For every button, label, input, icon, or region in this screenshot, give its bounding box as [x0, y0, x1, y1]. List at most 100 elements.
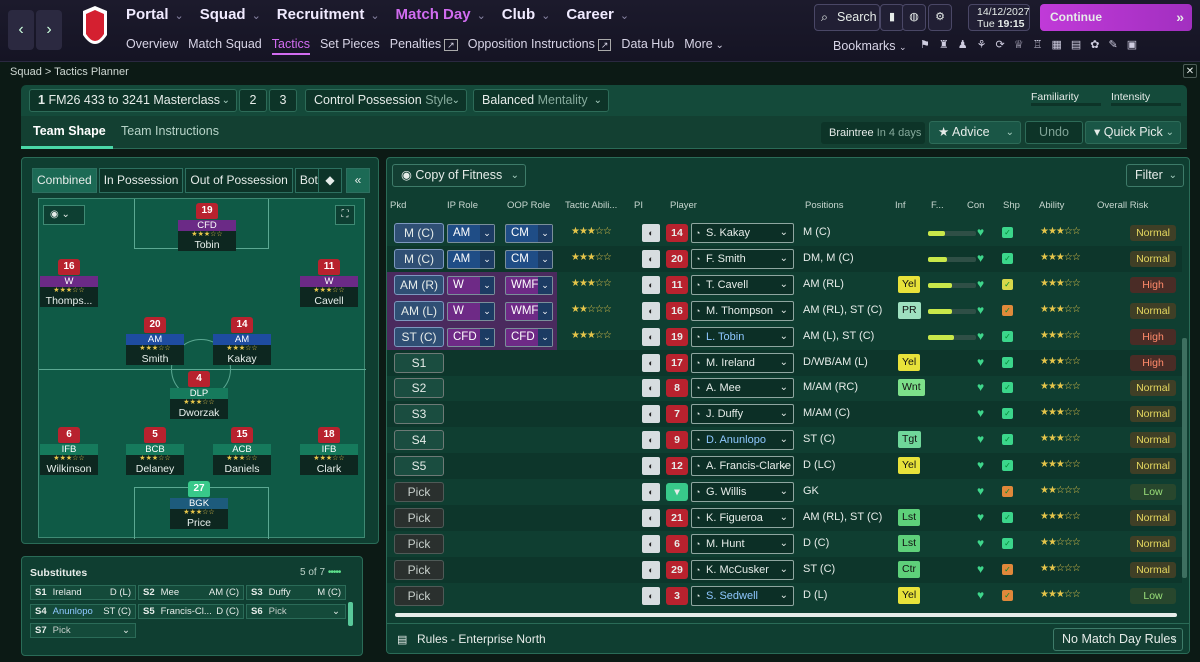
bookmark-12-icon[interactable]: ▣: [1126, 39, 1138, 51]
search-button[interactable]: ⌕ Search: [814, 4, 880, 31]
bookmark-3-icon[interactable]: ♟: [957, 39, 968, 51]
bookmark-11-icon[interactable]: ✎: [1108, 39, 1118, 51]
gear-icon[interactable]: ⚙: [928, 4, 952, 31]
pitch-player[interactable]: 15 ACB ★★★☆☆ Daniels: [213, 427, 271, 475]
undo-button[interactable]: Undo: [1025, 121, 1083, 144]
column-header[interactable]: Inf: [895, 200, 906, 211]
player-picture-icon[interactable]: ◐: [642, 586, 660, 605]
player-picture-icon[interactable]: ◐: [642, 249, 660, 268]
eye-toggle[interactable]: ◉ ⌄: [43, 205, 85, 225]
main-nav-squad[interactable]: Squad ⌄: [200, 6, 261, 23]
picked-slot-button[interactable]: Pick: [394, 533, 444, 554]
diamond-icon[interactable]: ◆: [318, 168, 342, 193]
picked-slot-button[interactable]: Pick: [394, 507, 444, 528]
substitute-slot[interactable]: S3 Duffy M (C): [246, 585, 346, 600]
table-row[interactable]: M (C) AM ⌄ CM ⌄ ★★★☆☆ ◐ 14 ◔ S. Kakay ⌄ M (C) ♥ ✓ ★★★☆…: [387, 220, 1182, 246]
picked-slot-button[interactable]: M (C): [394, 248, 444, 269]
view-select[interactable]: ◉ Copy of Fitness ⌄: [392, 164, 526, 187]
table-row[interactable]: S3 ◐ 7 ◔ J. Duffy ⌄ M/AM (C) ♥ ✓ ★★★☆☆ Normal: [387, 401, 1182, 428]
player-picture-icon[interactable]: ◐: [642, 301, 660, 320]
player-name[interactable]: S. Sedwell: [706, 589, 758, 602]
player-picture-icon[interactable]: ◐: [642, 405, 660, 424]
style-select[interactable]: Control Possession Style ⌄: [305, 89, 467, 112]
tactic-slot-3[interactable]: 3: [269, 89, 297, 112]
column-header[interactable]: F...: [931, 200, 944, 211]
scrollbar[interactable]: [348, 602, 353, 626]
bookmark-9-icon[interactable]: ▤: [1070, 39, 1082, 51]
main-nav-portal[interactable]: Portal ⌄: [126, 6, 184, 23]
player-name[interactable]: M. Hunt: [706, 537, 745, 550]
column-header[interactable]: Con: [967, 200, 985, 211]
main-nav-career[interactable]: Career ⌄: [566, 6, 629, 23]
familiarity-meter[interactable]: Familiarity: [1031, 91, 1101, 106]
sub-nav-penalties[interactable]: Penalties ↗: [390, 37, 458, 55]
picked-slot-button[interactable]: ST (C): [394, 326, 444, 347]
bookmark-10-icon[interactable]: ✿: [1090, 39, 1100, 51]
player-picture-icon[interactable]: ◐: [642, 534, 660, 553]
player-name[interactable]: D. Anunlopo: [706, 434, 766, 447]
player-name[interactable]: K. McCusker: [706, 563, 769, 576]
player-select[interactable]: ◔ D. Anunlopo ⌄: [691, 430, 794, 451]
picked-slot-button[interactable]: S2: [394, 378, 444, 399]
player-select[interactable]: ◔ K. McCusker ⌄: [691, 559, 794, 580]
sub-nav-data-hub[interactable]: Data Hub: [621, 37, 674, 55]
oop-role-select[interactable]: WMF ⌄: [505, 301, 553, 321]
picked-slot-button[interactable]: Pick: [394, 585, 444, 606]
mentality-select[interactable]: Balanced Mentality ⌄: [473, 89, 609, 112]
picked-slot-button[interactable]: AM (L): [394, 300, 444, 321]
player-select[interactable]: ◔ A. Mee ⌄: [691, 378, 794, 399]
player-name[interactable]: A. Mee: [706, 382, 741, 395]
picked-slot-button[interactable]: M (C): [394, 223, 444, 243]
player-select[interactable]: ◔ J. Duffy ⌄: [691, 404, 794, 425]
picked-slot-button[interactable]: Pick: [394, 482, 444, 502]
player-picture-icon[interactable]: ◐: [642, 457, 660, 476]
player-picture-icon[interactable]: ◐: [642, 353, 660, 372]
picked-slot-button[interactable]: AM (R): [394, 274, 444, 295]
close-icon[interactable]: ✕: [1183, 64, 1197, 78]
table-row[interactable]: S4 ◐ 9 ◔ D. Anunlopo ⌄ ST (C) Tgt ♥ ✓ ★★★☆☆ Normal: [387, 427, 1182, 453]
next-match[interactable]: Braintree In 4 days: [821, 122, 925, 144]
column-header[interactable]: Pkd: [390, 200, 407, 211]
sub-nav-match-squad[interactable]: Match Squad: [188, 37, 262, 55]
column-header[interactable]: OOP Role: [507, 200, 551, 211]
player-select[interactable]: ◔ S. Sedwell ⌄: [691, 585, 794, 606]
player-name[interactable]: G. Willis: [706, 486, 747, 498]
ip-role-select[interactable]: CFD ⌄: [447, 327, 495, 347]
substitute-slot[interactable]: S7 Pick ⌄: [30, 623, 136, 638]
substitute-slot[interactable]: S4 Anunlopo ST (C): [30, 604, 136, 619]
column-header[interactable]: Shp: [1003, 200, 1020, 211]
table-row[interactable]: ST (C) CFD ⌄ CFD ⌄ ★★★☆☆ ◐ 19 ◔ L. Tobin ⌄ AM (L), …: [387, 323, 1182, 350]
oop-role-select[interactable]: CM ⌄: [505, 249, 553, 269]
intensity-meter[interactable]: Intensity: [1111, 91, 1181, 106]
oop-role-select[interactable]: CFD ⌄: [505, 327, 553, 347]
player-name[interactable]: L. Tobin: [706, 330, 745, 343]
club-crest-icon[interactable]: [80, 5, 110, 55]
column-header[interactable]: PI: [634, 200, 643, 211]
bookmark-4-icon[interactable]: ⚘: [976, 39, 987, 51]
player-select[interactable]: ◔ M. Ireland ⌄: [691, 352, 794, 373]
player-name[interactable]: A. Francis-Clarke: [706, 460, 791, 473]
player-picture-icon[interactable]: ◐: [642, 224, 660, 242]
bookmark-icon[interactable]: ▮: [880, 4, 904, 31]
ip-role-select[interactable]: AM ⌄: [447, 249, 495, 269]
player-select[interactable]: ◔ G. Willis ⌄: [691, 482, 794, 502]
sub-nav-set-pieces[interactable]: Set Pieces: [320, 37, 380, 55]
bookmark-2-icon[interactable]: ♜: [938, 39, 949, 51]
player-picture-icon[interactable]: ◐: [642, 483, 660, 501]
collapse-icon[interactable]: «: [346, 168, 370, 193]
advice-button[interactable]: ★ Advice ⌄: [929, 121, 1021, 144]
view-tab-in-possession[interactable]: In Possession: [98, 168, 184, 193]
player-select[interactable]: ◔ M. Hunt ⌄: [691, 533, 794, 554]
sub-nav-more[interactable]: More ⌄: [684, 37, 724, 55]
column-header[interactable]: Positions: [805, 200, 844, 211]
table-row[interactable]: AM (L) W ⌄ WMF ⌄ ★★☆☆☆ ◐ 16 ◔ M. Thompson ⌄ AM (RL)…: [387, 297, 1182, 324]
forward-button[interactable]: ›: [36, 10, 62, 50]
bookmark-1-icon[interactable]: ⚑: [920, 39, 930, 51]
sub-nav-tactics[interactable]: Tactics: [271, 37, 310, 55]
ip-role-select[interactable]: AM ⌄: [447, 224, 495, 243]
picked-slot-button[interactable]: S4: [394, 430, 444, 451]
player-picture-icon[interactable]: ◐: [642, 327, 660, 346]
bookmark-6-icon[interactable]: ♕: [1013, 39, 1024, 51]
pitch-player[interactable]: 14 AM ★★★☆☆ Kakay: [213, 317, 271, 365]
continue-button[interactable]: Continue »: [1040, 4, 1192, 31]
